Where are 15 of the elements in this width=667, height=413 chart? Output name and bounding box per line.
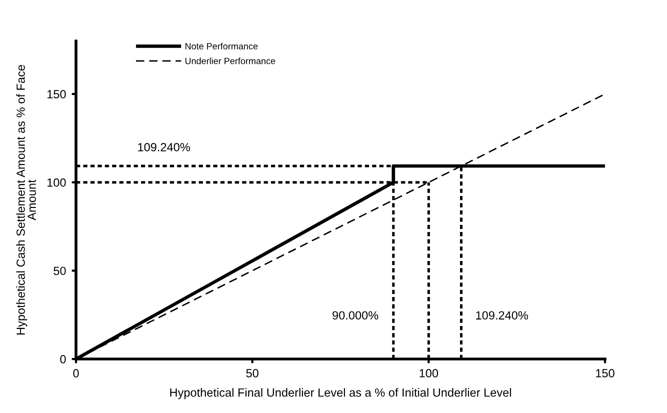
y-tick-label: 0 [60, 355, 66, 364]
y-tick-label: 50 [54, 266, 66, 276]
annotation: 109.240% [138, 142, 190, 152]
x-tick-label: 100 [420, 369, 438, 378]
legend-label: Note Performance [185, 42, 258, 50]
x-tick-label: 150 [596, 369, 614, 378]
annotation: 109.240% [476, 311, 528, 320]
y-axis-title: Hypothetical Cash Settlement Amount as % of Face Amount [16, 65, 36, 335]
legend-label: Underlier Performance [185, 58, 276, 64]
y-tick-label: 150 [47, 90, 66, 98]
annotation: 90.000% [332, 311, 378, 320]
x-tick-label: 0 [73, 369, 79, 378]
x-axis-title: Hypothetical Final Underlier Level as a % of Initial Underlier Level [170, 388, 511, 400]
y-tick-label: 100 [47, 178, 66, 187]
x-tick-label: 50 [246, 369, 258, 378]
